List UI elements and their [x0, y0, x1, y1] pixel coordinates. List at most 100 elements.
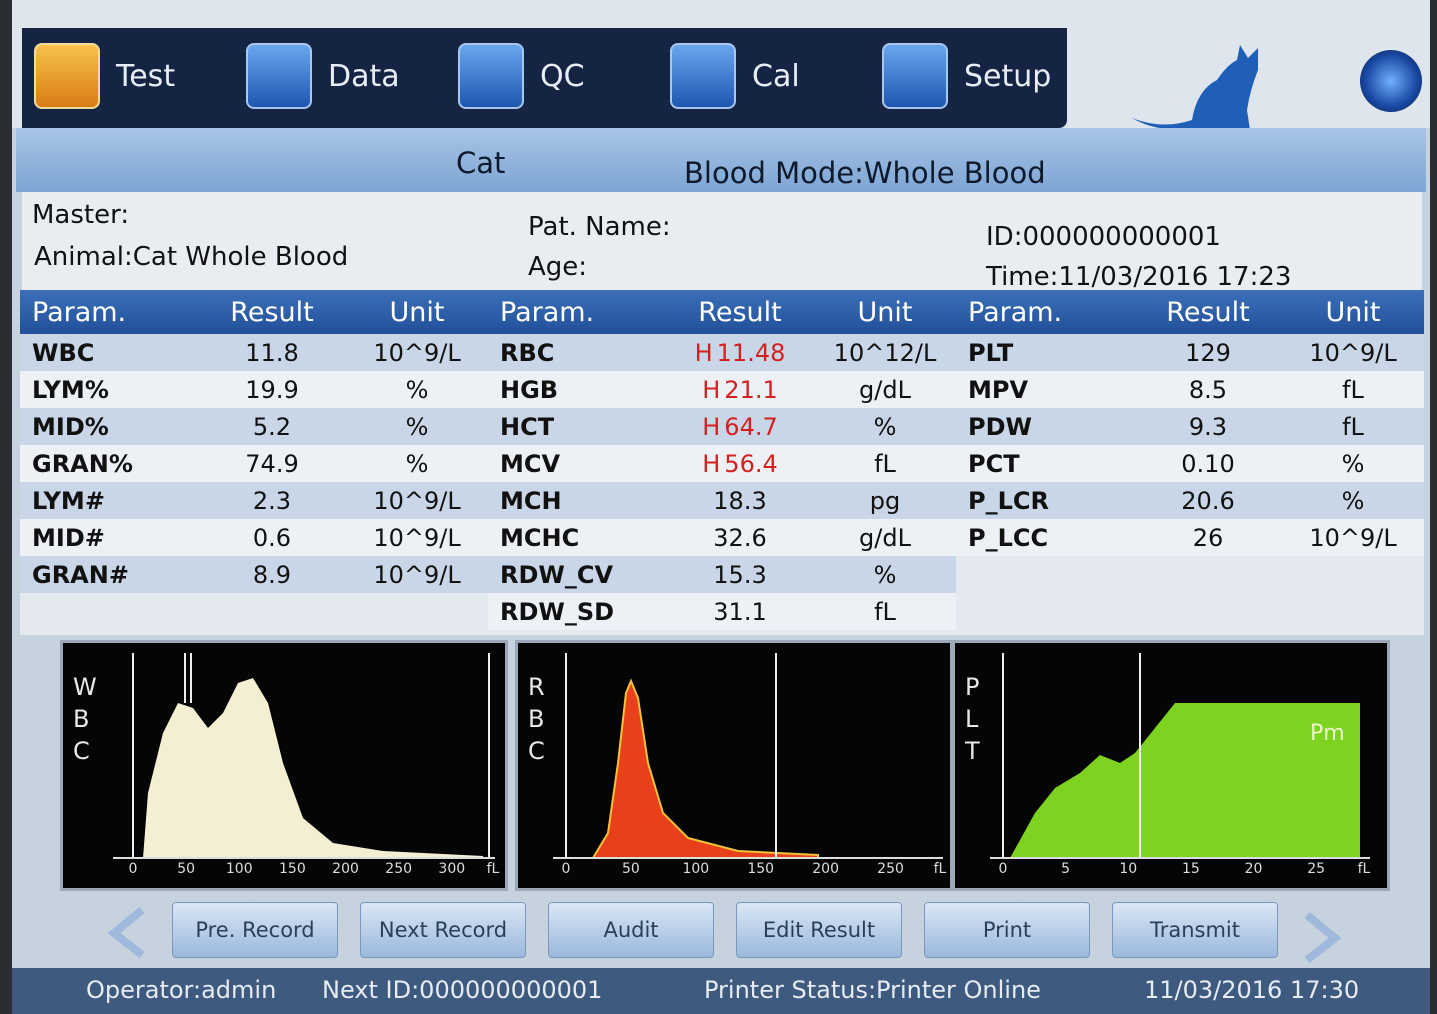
- param-row: RDW_CV 15.3%: [488, 556, 956, 593]
- plt-histogram: PLT 0 5 10 15 20 25 fL Pm: [952, 640, 1390, 891]
- unit: fL: [1342, 412, 1364, 441]
- param-row: LYM# 2.3 10^9/L: [20, 482, 488, 519]
- x-tick-label: 25: [1307, 861, 1326, 877]
- mode-header: Cat Blood Mode:Whole Blood: [16, 128, 1426, 192]
- action-button[interactable]: Print: [924, 902, 1090, 958]
- prev-arrow[interactable]: [102, 905, 152, 960]
- action-button[interactable]: Pre. Record: [172, 902, 338, 958]
- printer-status: Printer Status:Printer Online: [704, 976, 1041, 1004]
- unit-label: fL: [1357, 861, 1371, 877]
- unit-label: fL: [933, 861, 947, 877]
- result-cell: 8.9: [197, 561, 347, 589]
- x-tick-label: 250: [385, 861, 413, 877]
- tab-icon: [246, 43, 312, 109]
- result-cell: 31.1: [665, 598, 815, 626]
- result: 5.2: [252, 412, 292, 441]
- result: 11.8: [245, 338, 299, 367]
- tab-icon: [34, 43, 100, 109]
- result-cell: 0.10: [1133, 450, 1283, 478]
- column-header: Result: [698, 296, 782, 328]
- param-row: PLT 129 10^9/L: [956, 334, 1424, 371]
- action-button[interactable]: Next Record: [360, 902, 526, 958]
- x-tick-label: 0: [561, 861, 571, 877]
- param-row: MCV H 56.4 fL: [488, 445, 956, 482]
- x-tick-label: 150: [747, 861, 775, 877]
- param-name: LYM%: [32, 375, 109, 404]
- unit: g/dL: [859, 375, 911, 404]
- result-cell: 5.2: [197, 413, 347, 441]
- animal: Animal:Cat Whole Blood: [34, 242, 349, 272]
- master: Master:: [32, 200, 130, 230]
- column-header: Param.: [968, 296, 1063, 328]
- result: 8.5: [1188, 375, 1228, 404]
- result: 15.3: [713, 560, 767, 589]
- x-tick-label: 50: [177, 861, 196, 877]
- next-arrow[interactable]: [1297, 910, 1347, 965]
- param-name: MCH: [500, 486, 562, 515]
- column-header: Unit: [389, 296, 445, 328]
- param-name: LYM#: [32, 486, 105, 515]
- time: Time:11/03/2016 17:23: [986, 262, 1292, 292]
- unit: 10^9/L: [1309, 523, 1397, 552]
- action-button[interactable]: Transmit: [1112, 902, 1278, 958]
- unit-label: fL: [486, 861, 500, 877]
- histogram-label: PLT: [965, 673, 980, 765]
- param-name: HCT: [500, 412, 555, 441]
- power-button[interactable]: [1360, 50, 1422, 112]
- column-header: Unit: [1325, 296, 1381, 328]
- column-header: Result: [230, 296, 314, 328]
- result-cell: 18.3: [665, 487, 815, 515]
- param-name: PDW: [968, 412, 1032, 441]
- unit: 10^9/L: [1309, 338, 1397, 367]
- x-tick-label: 250: [877, 861, 904, 877]
- x-tick-label: 10: [1119, 861, 1138, 877]
- x-tick-label: 15: [1181, 861, 1200, 877]
- action-button[interactable]: Audit: [548, 902, 714, 958]
- next-id: Next ID:000000000001: [322, 976, 603, 1004]
- nav-tab[interactable]: Data: [246, 36, 451, 116]
- nav-area: Test Data QC Cal Setup: [12, 0, 1430, 130]
- result-cell: 9.3: [1133, 413, 1283, 441]
- param-row: RDW_SD 31.1 fL: [488, 593, 956, 630]
- nav-tab[interactable]: QC: [458, 36, 663, 116]
- param-row: RBC H 11.48 10^12/L: [488, 334, 956, 371]
- param-name: PCT: [968, 449, 1020, 478]
- x-tick-label: 5: [1061, 861, 1071, 877]
- results-table: Param. Result Unit WBC 11.8 10^9/L LYM% 19.9% MI…: [20, 290, 1424, 635]
- param-row: MCHC 32.6 g/dL: [488, 519, 956, 556]
- sample-id: ID:000000000001: [986, 222, 1221, 252]
- flag: H: [702, 375, 721, 404]
- param-name: WBC: [32, 338, 95, 367]
- result-cell: 15.3: [665, 561, 815, 589]
- unit: 10^12/L: [833, 338, 937, 367]
- x-tick-label: 200: [332, 861, 359, 877]
- result-cell: 2.3: [197, 487, 347, 515]
- param-name: HGB: [500, 375, 559, 404]
- param-row: HGB H 21.1 g/dL: [488, 371, 956, 408]
- action-button[interactable]: Edit Result: [736, 902, 902, 958]
- nav-tab[interactable]: Cal: [670, 36, 875, 116]
- param-name: MID#: [32, 523, 105, 552]
- result-cell: 19.9: [197, 376, 347, 404]
- param-name: MCV: [500, 449, 561, 478]
- param-row: HCT H 64.7%: [488, 408, 956, 445]
- unit: pg: [869, 486, 901, 515]
- param-name: RBC: [500, 338, 555, 367]
- param-name: P_LCC: [968, 523, 1049, 552]
- param-name: RDW_SD: [500, 597, 615, 626]
- nav-tab[interactable]: Test: [34, 36, 239, 116]
- tab-icon: [458, 43, 524, 109]
- column-header: Param.: [500, 296, 595, 328]
- tab-label: Data: [328, 58, 400, 94]
- result: 11.48: [716, 338, 786, 367]
- nav-tab[interactable]: Setup: [882, 36, 1087, 116]
- tab-label: Setup: [964, 58, 1052, 94]
- tab-icon: [882, 43, 948, 109]
- x-tick-label: 150: [279, 861, 306, 877]
- table-header: Param. Result Unit: [20, 290, 488, 334]
- tab-label: Cal: [752, 58, 800, 94]
- table-body: RBC H 11.48 10^12/L HGB H 21.1 g/dL HCT H 64.7% MCV…: [488, 334, 956, 630]
- unit: fL: [874, 597, 896, 626]
- tab-label: QC: [540, 58, 585, 94]
- result-cell: 26: [1133, 524, 1283, 552]
